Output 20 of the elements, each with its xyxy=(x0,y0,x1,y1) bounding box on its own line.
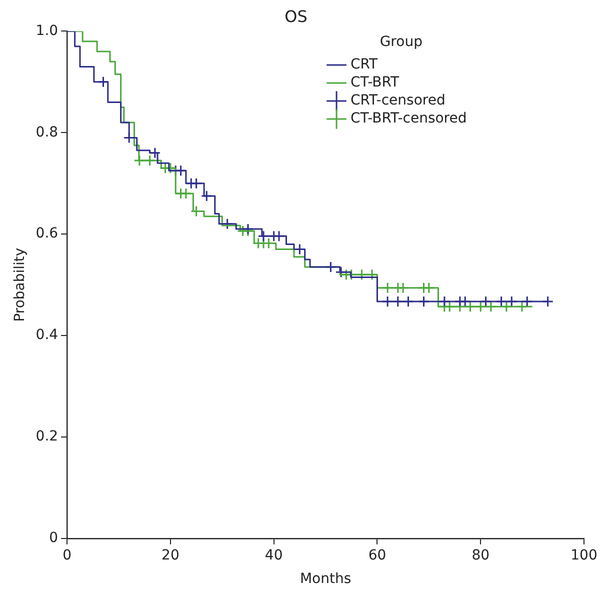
y-tick-label: 0.8 xyxy=(36,124,58,140)
legend-label: CT-BRT xyxy=(350,74,400,91)
x-axis-title: Months xyxy=(300,571,352,588)
x-tick-label: 20 xyxy=(162,547,180,564)
x-tick-label: 40 xyxy=(264,547,283,564)
y-tick-label: 0.2 xyxy=(36,428,58,445)
x-tick-label: 100 xyxy=(570,547,598,564)
y-tick-label: 1.0 xyxy=(36,22,58,39)
x-tick-label: 0 xyxy=(62,547,72,564)
y-tick-label: 0.4 xyxy=(36,327,58,344)
y-tick-label: 0 xyxy=(49,530,58,546)
x-tick-label: 80 xyxy=(472,547,490,564)
legend-title: Group xyxy=(380,34,423,50)
y-tick-label: 0.6 xyxy=(36,226,58,242)
chart-title: OS xyxy=(284,6,308,26)
legend-label: CRT xyxy=(350,56,378,73)
x-tick-label: 60 xyxy=(368,547,386,564)
legend-label: CT-BRT-censored xyxy=(350,110,467,127)
y-axis-title: Probability xyxy=(12,248,28,322)
legend-label: CRT-censored xyxy=(350,92,446,109)
